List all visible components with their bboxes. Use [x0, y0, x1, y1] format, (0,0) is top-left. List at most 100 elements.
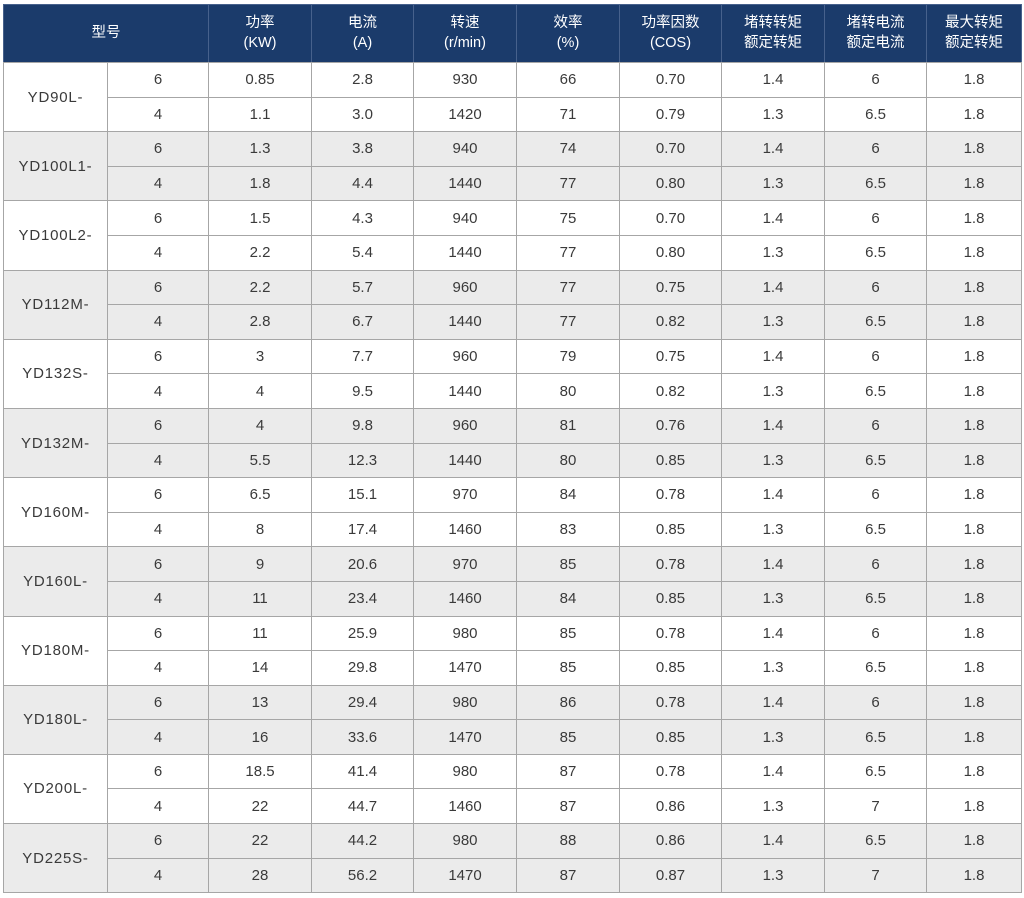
cell: 77 [516, 304, 620, 340]
cell: 77 [516, 269, 620, 306]
cell: 20.6 [311, 546, 414, 582]
cell: 1.8 [926, 407, 1022, 444]
cell: 4 [107, 234, 209, 271]
cell: 0.86 [619, 823, 722, 859]
cell: 4 [107, 580, 209, 617]
cell: 1.8 [926, 580, 1022, 617]
cell: 6 [824, 684, 927, 721]
cell: 6 [107, 615, 209, 652]
cell: 4 [107, 373, 209, 409]
cell: 0.80 [619, 234, 722, 271]
cell: 1.8 [926, 477, 1022, 513]
cell: 6.5 [824, 823, 927, 859]
header-subline: (r/min) [444, 34, 486, 51]
cell: 0.70 [619, 62, 722, 98]
table-row: YD132M- 6 4 9.8 960 81 0.76 1.4 6 1.8 [3, 407, 1022, 479]
cell: 1.1 [208, 96, 312, 133]
cell: 6.5 [824, 511, 927, 548]
cell: 5.5 [208, 442, 312, 479]
cell: 1.4 [721, 753, 825, 790]
table-row: 4 5.5 12.3 1440 80 0.85 1.3 6.5 1.8 [4, 442, 1022, 479]
table-row: 4 4 9.5 1440 80 0.82 1.3 6.5 1.8 [4, 373, 1022, 409]
cell: 1.4 [721, 200, 825, 236]
cell: 6 [107, 131, 209, 167]
cell: 1470 [413, 857, 517, 894]
cell: 1.4 [721, 477, 825, 513]
cell: 44.2 [311, 823, 414, 859]
cell: 1440 [413, 165, 517, 202]
model-cell: YD132S- [3, 338, 108, 409]
cell: 1.3 [721, 234, 825, 271]
cell: 4 [107, 442, 209, 479]
cell: 1.8 [926, 788, 1022, 825]
cell: 0.85 [619, 511, 722, 548]
header-cell-locked-current-ratio: 堵转电流 额定电流 [824, 4, 927, 63]
table-row: 4 16 33.6 1470 85 0.85 1.3 6.5 1.8 [4, 719, 1022, 755]
cell: 1.8 [926, 546, 1022, 582]
header-label: 型号 [91, 24, 121, 41]
cell: 1.8 [926, 753, 1022, 790]
cell: 1.8 [926, 131, 1022, 167]
header-cell-max-torque-ratio: 最大转矩 额定转矩 [926, 4, 1022, 63]
cell: 1.3 [721, 788, 825, 825]
cell: 0.78 [619, 684, 722, 721]
cell: 6 [824, 62, 927, 98]
model-cell: YD100L1- [3, 131, 108, 202]
cell: 960 [413, 338, 517, 375]
table-body: YD90L- 6 0.85 2.8 930 66 0.70 1.4 6 1.8 4 1.1 3.0 142… [3, 61, 1022, 894]
cell: 0.78 [619, 615, 722, 652]
header-label: 效率 [553, 14, 583, 31]
cell: 9.5 [311, 373, 414, 409]
cell: 1.3 [721, 165, 825, 202]
cell: 6.5 [208, 477, 312, 513]
cell: 4 [107, 719, 209, 755]
cell: 11 [208, 580, 312, 617]
cell: 6 [107, 338, 209, 375]
cell: 6.5 [824, 442, 927, 479]
cell: 2.8 [311, 62, 414, 98]
cell: 81 [516, 407, 620, 444]
cell: 960 [413, 269, 517, 306]
cell: 0.85 [208, 62, 312, 98]
cell: 0.86 [619, 788, 722, 825]
cell: 86 [516, 684, 620, 721]
header-subline: 额定转矩 [744, 34, 802, 51]
cell: 1.4 [721, 269, 825, 306]
cell: 6 [107, 407, 209, 444]
table-row: 4 28 56.2 1470 87 0.87 1.3 7 1.8 [4, 857, 1022, 894]
cell: 4 [107, 304, 209, 340]
table-row: 4 1.1 3.0 1420 71 0.79 1.3 6.5 1.8 [4, 96, 1022, 133]
cell: 0.85 [619, 442, 722, 479]
cell: 6 [824, 546, 927, 582]
model-cell: YD90L- [3, 61, 108, 133]
cell: 15.1 [311, 477, 414, 513]
cell: 0.78 [619, 546, 722, 582]
table-row: 4 2.8 6.7 1440 77 0.82 1.3 6.5 1.8 [4, 304, 1022, 340]
cell: 23.4 [311, 580, 414, 617]
cell: 79 [516, 338, 620, 375]
cell: 0.76 [619, 407, 722, 444]
cell: 1.5 [208, 200, 312, 236]
cell: 6 [824, 477, 927, 513]
cell: 930 [413, 62, 517, 98]
header-subline: (KW) [243, 34, 277, 51]
cell: 85 [516, 615, 620, 652]
cell: 6 [824, 131, 927, 167]
cell: 1.8 [926, 200, 1022, 236]
cell: 1.4 [721, 823, 825, 859]
cell: 29.4 [311, 684, 414, 721]
cell: 2.8 [208, 304, 312, 340]
table-row: YD180M- 6 11 25.9 980 85 0.78 1.4 6 1.8 [3, 615, 1022, 686]
cell: 1440 [413, 373, 517, 409]
cell: 14 [208, 650, 312, 686]
cell: 75 [516, 200, 620, 236]
header-label: 电流 [348, 14, 377, 31]
cell: 1460 [413, 580, 517, 617]
header-cell-efficiency: 效率 (%) [516, 4, 620, 63]
cell: 970 [413, 477, 517, 513]
cell: 1.3 [721, 719, 825, 755]
model-cell: YD160L- [3, 546, 108, 617]
table-row: 4 14 29.8 1470 85 0.85 1.3 6.5 1.8 [4, 650, 1022, 686]
cell: 1.8 [208, 165, 312, 202]
header-subline: 额定转矩 [945, 34, 1003, 51]
